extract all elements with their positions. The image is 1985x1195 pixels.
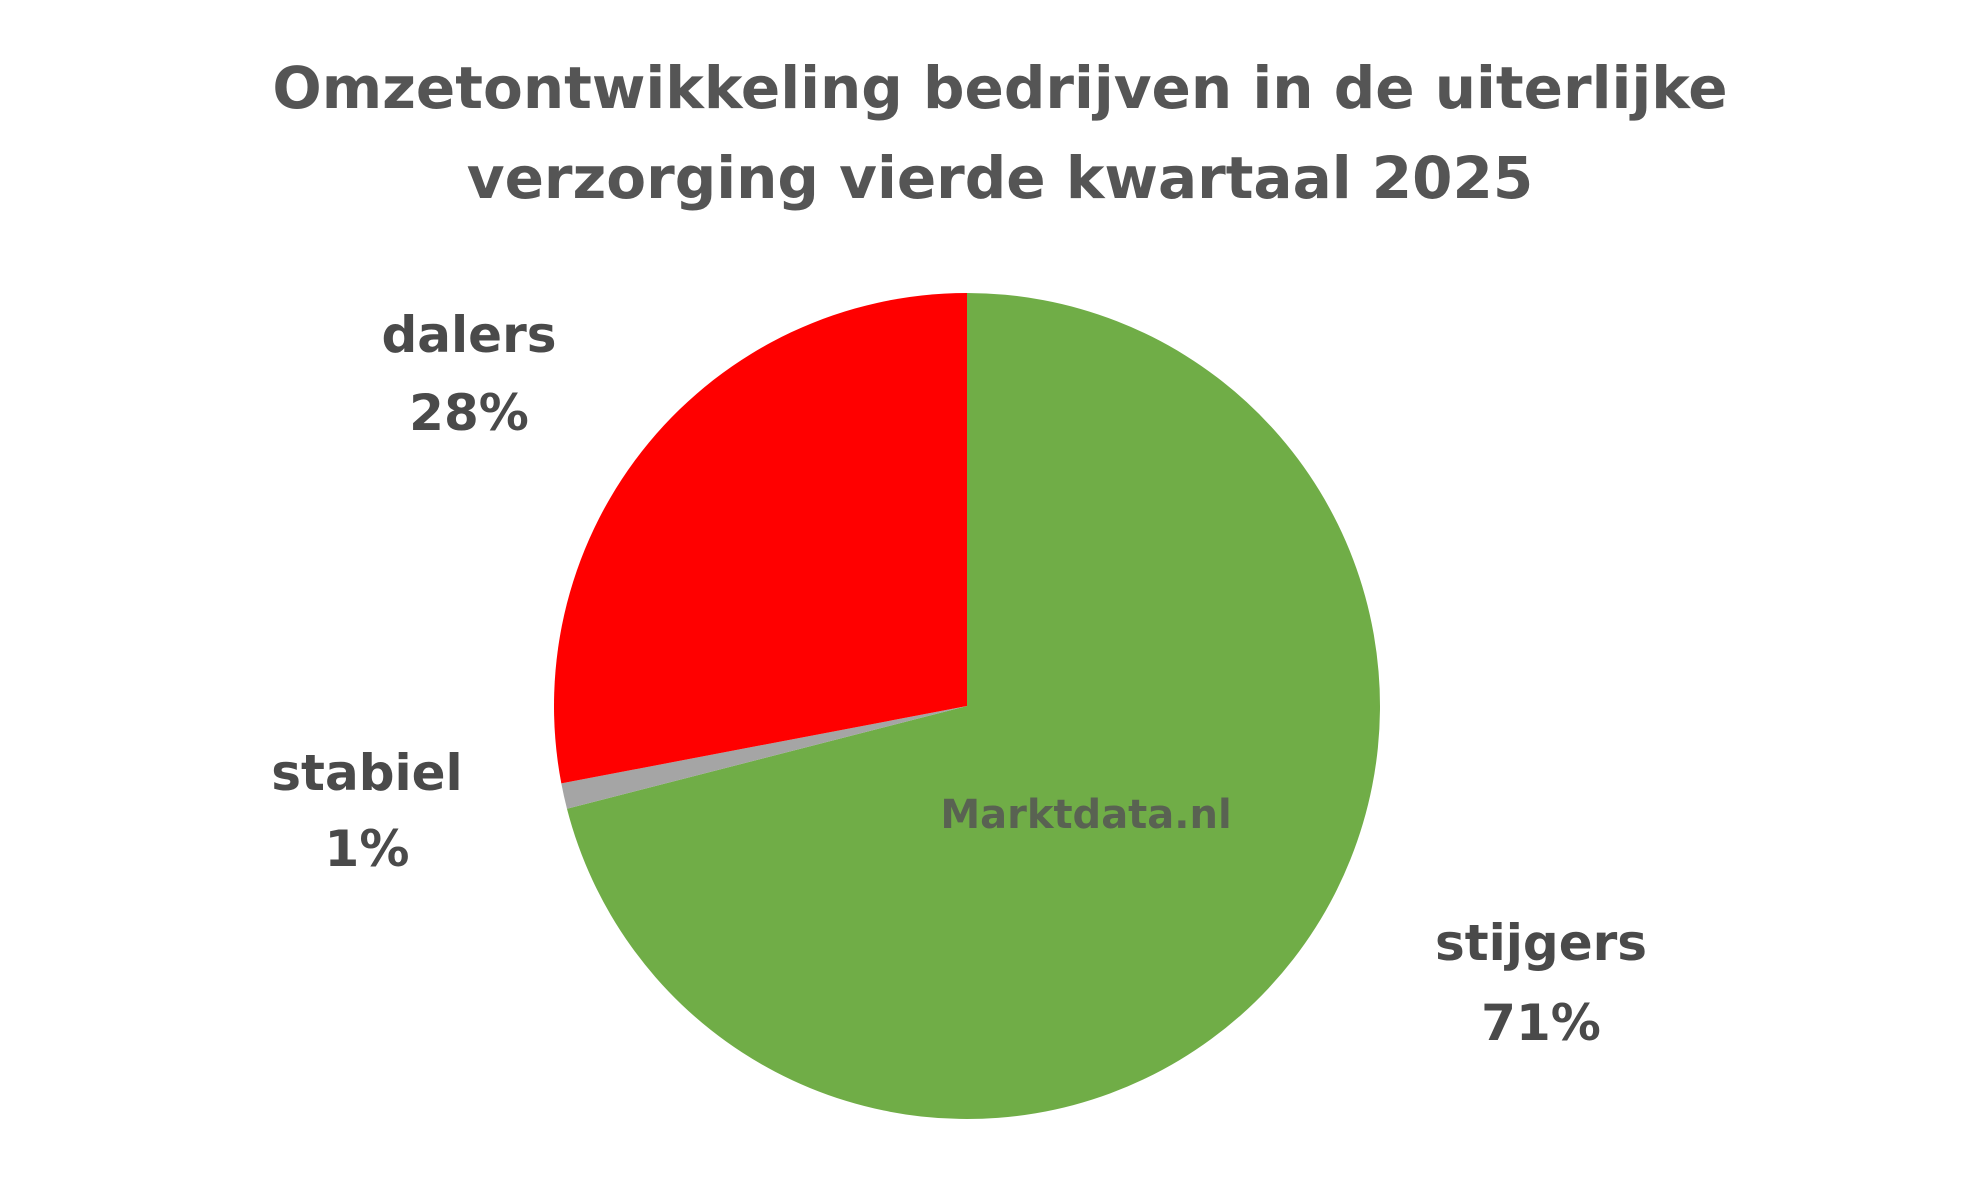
pie-slice [566,293,1381,1119]
value-label: 71% [1481,994,1601,1052]
chart-title: verzorging vierde kwartaal 2025 [467,144,1533,212]
chart-title: Omzetontwikkeling bedrijven in de uiterl… [272,54,1727,122]
value-label: 1% [325,820,410,878]
slice-label: stabiel [271,744,462,802]
value-label: 28% [409,384,529,442]
slice-label: dalers [382,306,557,364]
pie-slice [553,293,967,784]
watermark: Marktdata.nl [940,792,1231,838]
slice-label: stijgers [1435,914,1647,972]
pie-slice [561,706,967,809]
